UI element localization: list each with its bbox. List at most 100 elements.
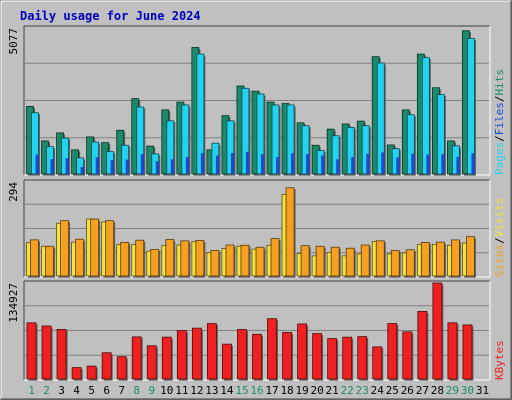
x-tick-label: 8: [133, 384, 140, 397]
kbytes-bar: [176, 330, 187, 380]
files-bar: [61, 137, 69, 175]
kbytes-bar: [101, 352, 112, 380]
pages-bar: [426, 154, 430, 174]
kbytes-bar: [402, 331, 413, 380]
kbytes-bar: [26, 322, 37, 380]
sites-bar: [180, 240, 190, 277]
x-tick-label: 25: [386, 384, 399, 397]
pages-bar: [381, 152, 385, 174]
legend-separator: /: [493, 135, 506, 142]
kbytes-bar: [462, 324, 473, 380]
x-tick-label: 26: [401, 384, 414, 397]
x-tick-label: 11: [175, 384, 188, 397]
pages-bar: [65, 158, 69, 174]
sites-bar: [405, 249, 415, 277]
files-bar: [376, 62, 385, 175]
legend-separator: /: [493, 237, 506, 244]
sites-bar: [225, 244, 235, 277]
files-bar: [271, 104, 280, 175]
legend-separator: /: [493, 96, 506, 103]
sites-bar: [435, 241, 445, 277]
pages-bar: [35, 154, 39, 174]
pages-bar: [260, 154, 264, 174]
sites-bar: [165, 239, 175, 277]
pages-bar: [110, 160, 114, 174]
x-tick-label: 19: [295, 384, 308, 397]
pages-bar: [50, 159, 54, 174]
files-bar: [181, 104, 190, 175]
sites-bar: [420, 242, 430, 277]
files-bar: [361, 125, 370, 175]
pages-bar: [456, 156, 460, 174]
sites-bar: [45, 245, 54, 277]
pages-bar: [95, 157, 99, 174]
kbytes-bar: [312, 333, 323, 380]
x-tick-label: 6: [103, 384, 110, 397]
kbytes-bar: [297, 323, 307, 380]
sites-bar: [30, 239, 39, 277]
files-bar: [256, 93, 265, 175]
legend-panel-3: KBytes: [493, 340, 506, 380]
pages-bar: [351, 157, 355, 174]
kbytes-bar: [222, 343, 232, 380]
legend-pages: Pages: [493, 142, 506, 175]
sites-bar: [375, 240, 385, 277]
sites-bar: [210, 250, 220, 277]
pages-bar: [185, 157, 189, 174]
x-tick-label: 16: [250, 384, 263, 397]
pages-bar: [396, 157, 400, 174]
legend-panel-2: Sites/Visits: [493, 198, 506, 278]
files-bar: [31, 112, 39, 175]
files-bar: [241, 87, 250, 175]
files-bar: [467, 38, 475, 175]
x-tick-label: 27: [416, 384, 429, 397]
files-bar: [196, 53, 205, 175]
kbytes-bar: [71, 367, 82, 380]
sites-bar: [390, 250, 400, 277]
pages-bar: [471, 153, 475, 174]
x-tick-label: 20: [311, 384, 324, 397]
kbytes-bar: [131, 336, 142, 380]
kbytes-bar: [282, 331, 292, 380]
files-bar: [301, 125, 310, 175]
x-tick-label: 18: [280, 384, 293, 397]
kbytes-bar: [327, 338, 338, 380]
files-bar: [346, 127, 355, 175]
sites-bar: [270, 238, 280, 277]
pages-bar: [170, 159, 174, 174]
y-max-label: 294: [7, 182, 20, 202]
x-tick-label: 24: [371, 384, 385, 397]
sites-bar: [345, 247, 355, 277]
sites-bar: [315, 245, 325, 277]
files-bar: [226, 120, 235, 175]
x-tick-label: 23: [356, 384, 369, 397]
pages-bar: [230, 153, 234, 174]
sites-bar: [135, 239, 145, 277]
x-tick-label: 30: [461, 384, 474, 397]
kbytes-bar: [191, 327, 202, 380]
y-max-label: 134927: [7, 283, 20, 323]
chart-title: Daily usage for June 2024: [20, 9, 201, 23]
legend-panel-1: Pages/Files/Hits: [493, 69, 506, 175]
x-tick-label: 21: [326, 384, 339, 397]
kbytes-bar: [41, 325, 52, 380]
x-tick-label: 28: [431, 384, 444, 397]
sites-bar: [451, 239, 460, 277]
files-bar: [166, 120, 175, 175]
x-tick-label: 2: [43, 384, 50, 397]
files-bar: [331, 135, 340, 175]
x-tick-label: 17: [265, 384, 278, 397]
x-tick-label: 9: [148, 384, 155, 397]
sites-bar: [300, 245, 310, 277]
pages-bar: [306, 154, 310, 174]
files-bar: [436, 94, 445, 175]
x-tick-label: 22: [341, 384, 354, 397]
files-bar: [406, 114, 415, 175]
sites-bar: [285, 187, 295, 277]
x-tick-label: 5: [88, 384, 95, 397]
pages-bar: [215, 155, 219, 174]
panels: 5077Pages/Files/Hits294Sites/Visits13492…: [7, 25, 506, 381]
x-tick-label: 4: [73, 384, 80, 397]
kbytes-bar: [237, 329, 247, 380]
